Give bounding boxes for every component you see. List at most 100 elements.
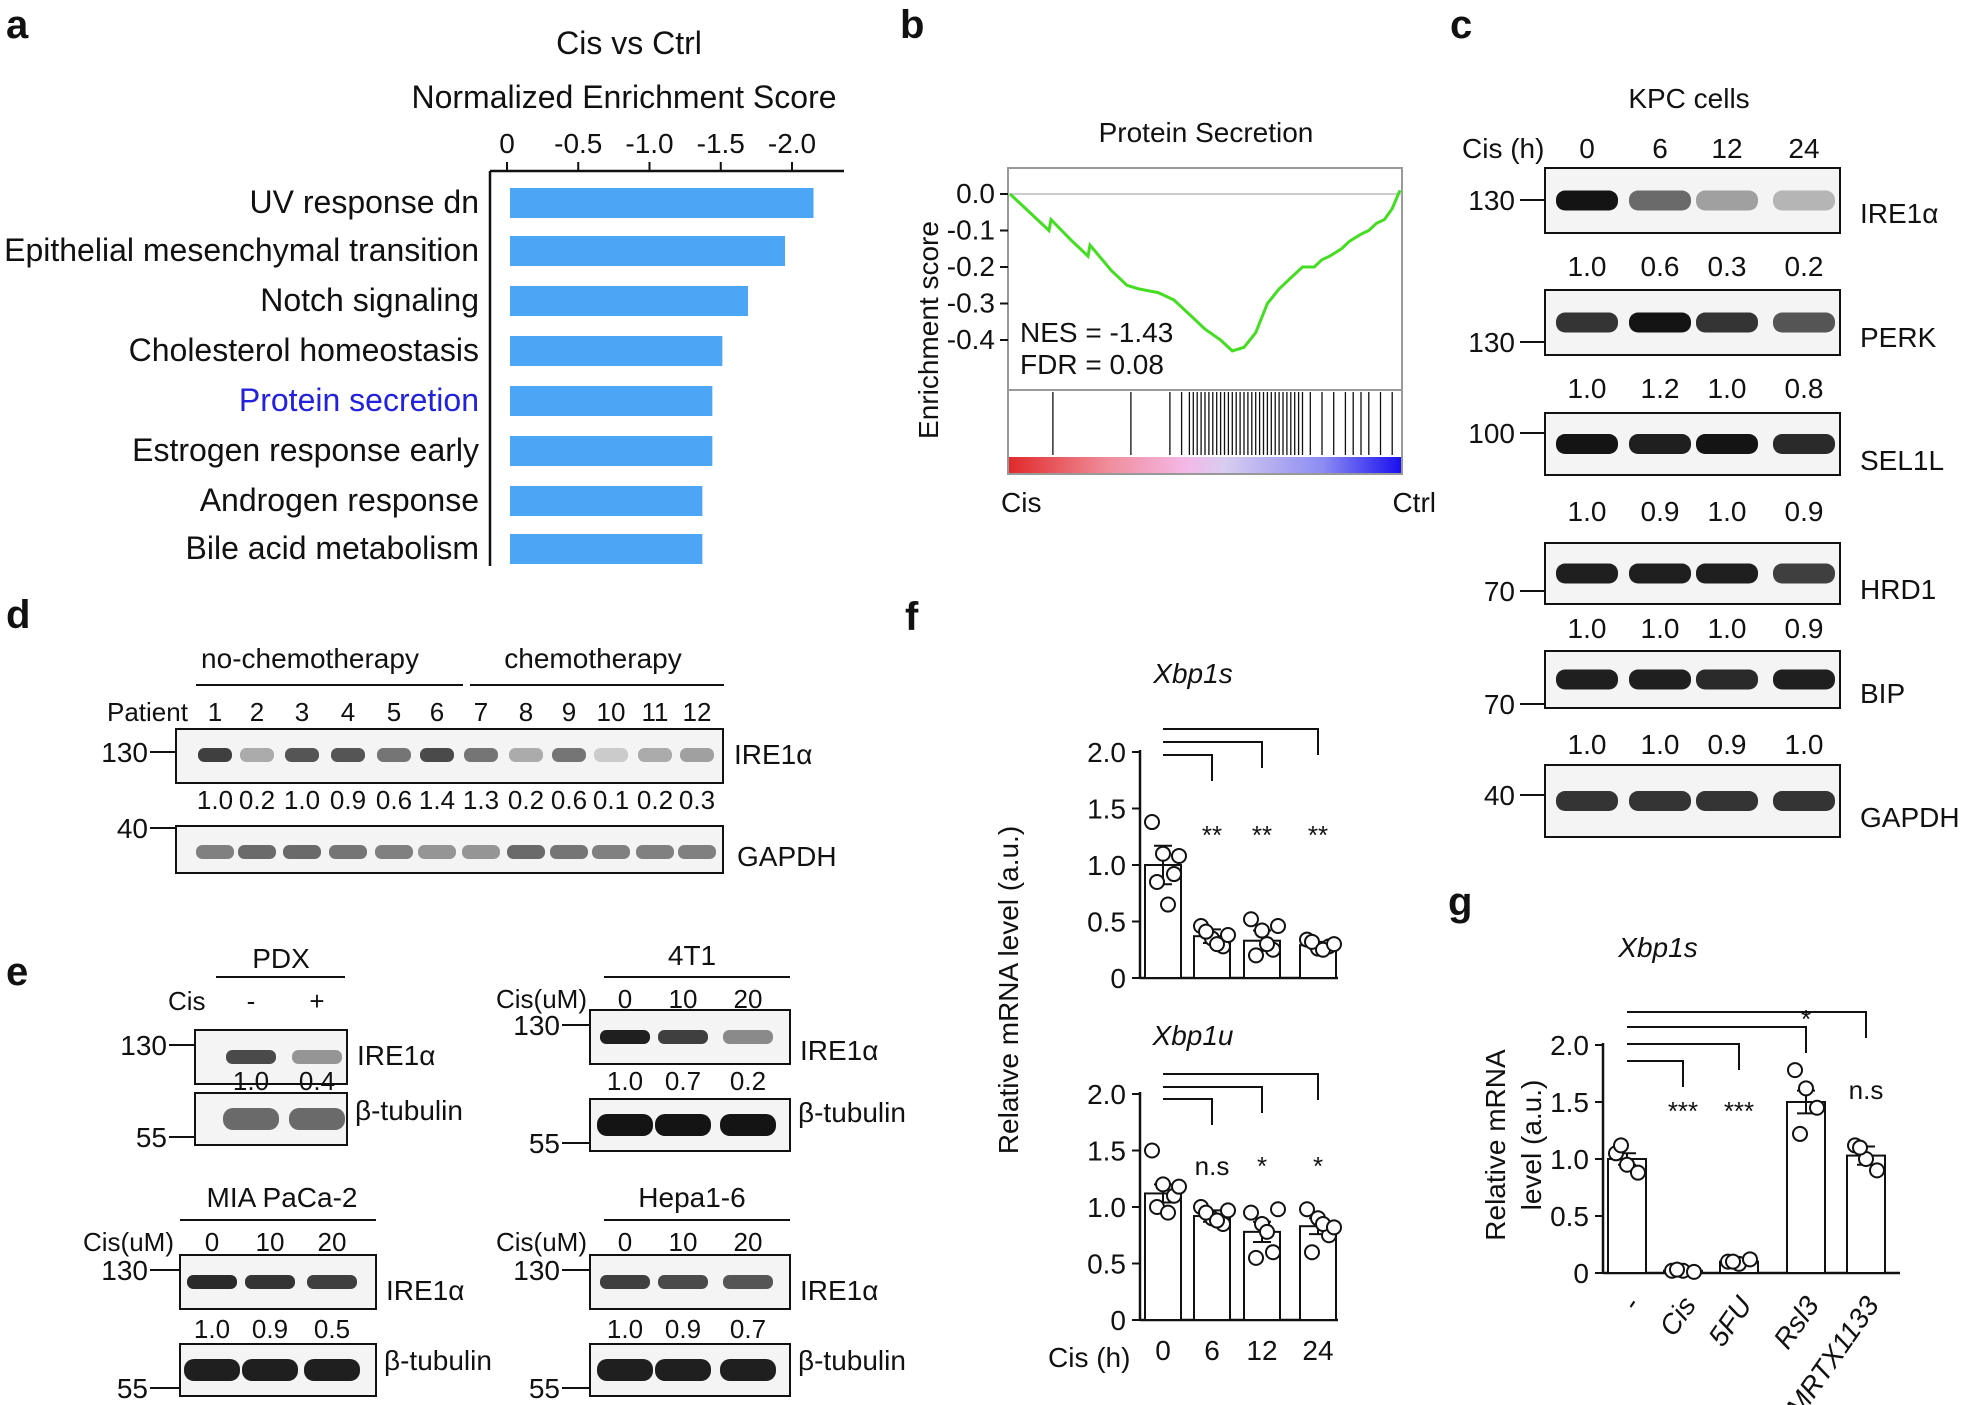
- y-tick-label: 1.5: [1087, 794, 1126, 825]
- significance: *: [1801, 1004, 1811, 1034]
- significance: **: [1252, 820, 1272, 850]
- y-tick-label: 0.5: [1550, 1201, 1589, 1232]
- data-point: [1144, 814, 1160, 831]
- comparison-bracket: [1163, 1098, 1213, 1125]
- panel-b-hits: [1052, 392, 1393, 455]
- c-band: [1556, 563, 1618, 584]
- data-point: [1160, 1204, 1176, 1221]
- patient-number: 6: [430, 697, 444, 727]
- x-category-label: -: [1615, 1291, 1646, 1316]
- panel-a: a Cis vs Ctrl Normalized Enrichment Scor…: [4, 3, 844, 566]
- data-point: [1248, 947, 1264, 964]
- c-protein-label: HRD1: [1860, 574, 1936, 605]
- comparison-bracket: [1627, 1060, 1684, 1087]
- ire1-quant: 0.3: [679, 785, 715, 815]
- patient-number: 5: [387, 697, 401, 727]
- e-mw-bottom: 55: [136, 1122, 167, 1153]
- panel-a-title: Cis vs Ctrl: [556, 25, 702, 61]
- data-point: [1171, 1178, 1187, 1195]
- x-category-label: Rsl3: [1767, 1290, 1825, 1354]
- chart-title: Xbp1s: [1152, 658, 1232, 689]
- e-cond: -: [247, 986, 256, 1016]
- e-title: Hepa1-6: [638, 1182, 745, 1213]
- e-cond-label: Cis(uM): [496, 1227, 587, 1257]
- y-tick-label: 1.0: [1550, 1144, 1589, 1175]
- e-cond: 10: [256, 1227, 285, 1257]
- data-point: [1259, 1223, 1275, 1240]
- data-point: [1725, 1253, 1741, 1270]
- data-point: [1265, 1244, 1281, 1261]
- e-quant: 0.4: [299, 1066, 335, 1096]
- c-band: [1696, 312, 1758, 333]
- ire1-band: [594, 748, 628, 762]
- c-quant: 1.0: [1641, 613, 1680, 644]
- e-band-top: [226, 1050, 276, 1064]
- a-bar: [510, 486, 703, 516]
- panel-f: f Relative mRNA level (a.u.) Xbp1s 0 0.5 1.…: [905, 595, 1342, 1373]
- data-point: [1869, 1162, 1885, 1179]
- c-band: [1556, 669, 1618, 690]
- comparison-bracket: [1627, 1011, 1867, 1038]
- c-quant: 0.2: [1785, 251, 1824, 282]
- c-timepoint: 24: [1788, 133, 1819, 164]
- significance: *: [1257, 1151, 1267, 1181]
- a-category-label: Androgen response: [200, 482, 479, 518]
- comparison-bracket: [1163, 741, 1263, 768]
- panel-c-title: KPC cells: [1628, 83, 1749, 114]
- e-band-top: [292, 1050, 342, 1064]
- b-tick-label: -0.2: [947, 251, 995, 282]
- data-point: [1792, 1125, 1808, 1142]
- e-cond: 0: [205, 1227, 219, 1257]
- c-quant: 1.0: [1568, 373, 1607, 404]
- e-protein-label: IRE1α: [800, 1035, 878, 1066]
- data-point: [1619, 1156, 1635, 1173]
- e-quant: 0.7: [665, 1066, 701, 1096]
- e-band-top: [600, 1030, 650, 1044]
- y-tick-label: 0: [1573, 1258, 1589, 1289]
- data-point: [1155, 845, 1171, 862]
- patient-number: 4: [341, 697, 355, 727]
- a-bar: [510, 534, 703, 564]
- e-band-bottom: [223, 1108, 279, 1130]
- panel-f-xlabel: Cis (h): [1048, 1342, 1130, 1373]
- e-band-bottom: [597, 1359, 653, 1381]
- e-cond: 20: [734, 1227, 763, 1257]
- c-band: [1556, 190, 1618, 211]
- ire1-quant: 1.0: [284, 785, 320, 815]
- e-title: 4T1: [668, 940, 716, 971]
- c-quant: 0.9: [1708, 729, 1747, 760]
- panel-c: c KPC cells Cis (h) 0 6 12 24 130 IRE1α 1.0 0.…: [1450, 3, 1960, 838]
- c-band: [1773, 669, 1835, 690]
- x-category-label: 12: [1246, 1335, 1277, 1366]
- y-tick-label: 0.5: [1087, 907, 1126, 938]
- e-band-bottom: [304, 1359, 360, 1381]
- chart-title: Xbp1s: [1617, 932, 1697, 963]
- e-band-top: [658, 1275, 708, 1289]
- data-point: [1299, 1201, 1315, 1218]
- group-chemo: chemotherapy: [504, 643, 681, 674]
- c-mw-label: 130: [1468, 327, 1515, 358]
- e-cond-label: Cis: [168, 986, 206, 1016]
- ire1-band: [638, 748, 672, 762]
- c-band: [1696, 190, 1758, 211]
- data-point: [1787, 1062, 1803, 1079]
- e-title: MIA PaCa-2: [207, 1182, 358, 1213]
- data-point: [1198, 923, 1214, 940]
- bar-chart-g: Xbp1s00.51.01.52.0-***Cis***5FU*Rsl3n.sM…: [1550, 932, 1900, 1405]
- a-bar: [510, 236, 786, 266]
- data-point: [1171, 847, 1187, 864]
- e-protein-label: IRE1α: [357, 1040, 435, 1071]
- c-quant: 1.0: [1641, 729, 1680, 760]
- c-band: [1773, 190, 1835, 211]
- e-protein-label: IRE1α: [386, 1275, 464, 1306]
- ire1-band: [240, 748, 274, 762]
- panel-a-label: a: [6, 3, 29, 47]
- ire1-quant: 1.0: [197, 785, 233, 815]
- significance: **: [1308, 820, 1328, 850]
- data-point: [1742, 1251, 1758, 1268]
- panel-b-left-label: Cis: [1001, 487, 1041, 518]
- x-category-label: 24: [1302, 1335, 1333, 1366]
- panel-b: b Protein Secretion Enrichment score 0.0…: [900, 3, 1436, 518]
